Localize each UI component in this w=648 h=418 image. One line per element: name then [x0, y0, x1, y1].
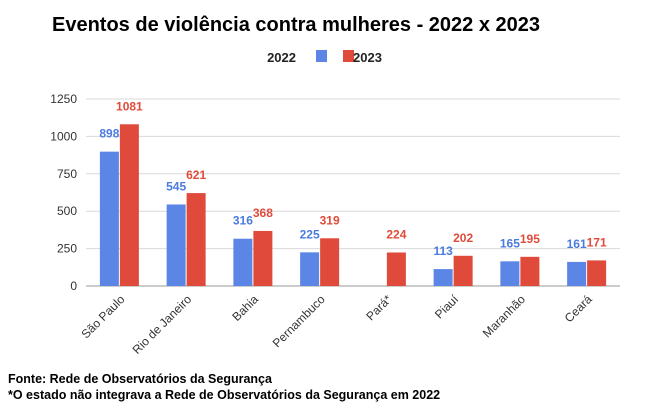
- y-tick-label: 1000: [50, 129, 77, 143]
- x-tick-label: Pernambuco: [270, 292, 328, 350]
- data-label-2023: 1081: [116, 99, 143, 113]
- y-tick-label: 0: [70, 279, 77, 293]
- legend-swatch-2023: [343, 50, 354, 62]
- chart-notes: Fonte: Rede de Observatórios da Seguranç…: [8, 371, 440, 403]
- x-tick-label: São Paulo: [78, 292, 127, 341]
- data-label-2022: 225: [300, 227, 320, 241]
- bar-2023: [320, 238, 340, 286]
- x-tick-label: Ceará: [562, 292, 595, 325]
- data-label-2023: 621: [186, 168, 206, 182]
- data-label-2023: 171: [587, 235, 607, 249]
- x-tick-label: Rio de Janeiro: [130, 292, 195, 357]
- chart-title: Eventos de violência contra mulheres - 2…: [52, 14, 540, 36]
- bar-2022: [567, 261, 587, 286]
- bar-2022: [433, 269, 453, 286]
- data-label-2022: 898: [99, 127, 119, 141]
- data-label-2022: 113: [433, 244, 453, 258]
- data-label-2022: 316: [233, 214, 253, 228]
- bar-2023: [520, 256, 540, 286]
- bar-2023: [253, 230, 273, 286]
- bar-2023: [186, 193, 206, 286]
- data-label-2022: 165: [500, 236, 520, 250]
- data-label-2023: 195: [520, 232, 540, 246]
- data-label-2022: 161: [567, 237, 587, 251]
- bar-2022: [500, 261, 520, 286]
- x-tick-label: Piauí: [432, 292, 462, 322]
- data-label-2023: 319: [320, 213, 340, 227]
- bar-2023: [587, 260, 607, 286]
- y-tick-label: 1250: [50, 92, 77, 106]
- y-tick-label: 250: [57, 242, 77, 256]
- bars: [99, 124, 607, 286]
- bar-2023: [453, 255, 473, 286]
- bar-2023: [386, 252, 406, 286]
- data-label-2023: 224: [386, 227, 406, 241]
- data-label-2022: 545: [166, 179, 186, 193]
- bar-2022: [99, 151, 119, 286]
- bar-2023: [119, 124, 139, 286]
- x-tick-label: Maranhão: [480, 292, 528, 340]
- bar-2022: [300, 252, 320, 286]
- y-axis: 0 250 500 750 1000 1250: [50, 92, 77, 293]
- bar-2022: [233, 238, 253, 286]
- y-tick-label: 500: [57, 204, 77, 218]
- legend-label-2022: 2022: [267, 50, 296, 65]
- bar-chart: Eventos de violência contra mulheres - 2…: [50, 14, 620, 357]
- legend-swatch-2022: [316, 50, 327, 62]
- legend: 2022 2023: [267, 50, 382, 65]
- data-label-2023: 368: [253, 206, 273, 220]
- footnote: *O estado não integrava a Rede de Observ…: [8, 388, 441, 402]
- x-tick-label: Pará*: [363, 292, 394, 323]
- y-tick-label: 750: [57, 167, 77, 181]
- data-label-2023: 202: [453, 231, 473, 245]
- source-note: Fonte: Rede de Observatórios da Seguranç…: [8, 372, 272, 386]
- legend-label-2023: 2023: [353, 50, 382, 65]
- x-axis: São Paulo Rio de Janeiro Bahia Pernambuco Pa…: [78, 292, 595, 357]
- bar-2022: [166, 204, 186, 286]
- x-tick-label: Bahia: [229, 292, 261, 324]
